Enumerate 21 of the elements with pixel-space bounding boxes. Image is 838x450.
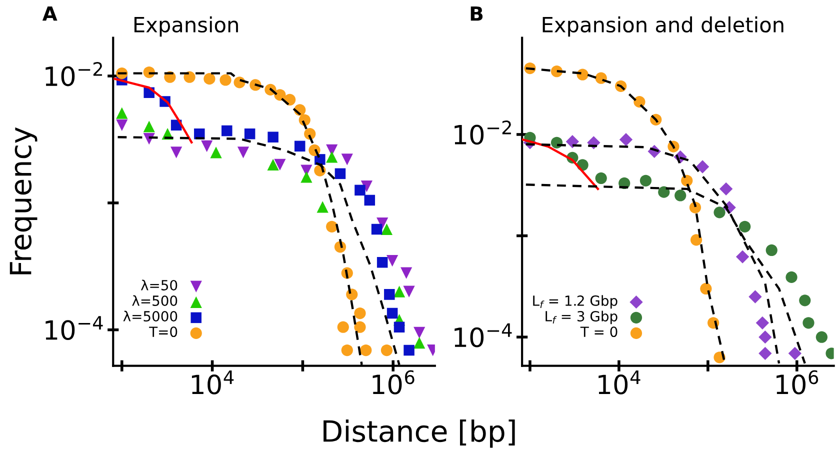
text: B [470, 6, 483, 21]
y-axis-title: Frequency [10, 127, 38, 274]
y-tick-label: 10$^{−4}$ [46, 316, 103, 340]
chart-title: Expansion and deletion [542, 16, 784, 37]
legend-label: L$_{f}$ = 3 Gbp [546, 310, 618, 324]
x-tick-label: 10$^{6}$ [372, 370, 414, 394]
y-tick-label: 10$^{−2}$ [454, 120, 511, 145]
x-tick-label: 10$^{4}$ [192, 370, 234, 394]
y-tick-label: 10$^{−4}$ [454, 323, 512, 348]
legend-label: T = 0 [580, 326, 618, 338]
legend-label: λ=500 [132, 295, 178, 306]
legend-label: T=0 [149, 326, 178, 338]
chart-title: Expansion [134, 16, 238, 37]
legend-label: L$_{f}$ = 1.2 Gbp [533, 295, 618, 309]
y-tick-label: 10$^{−2}$ [46, 62, 102, 86]
x-axis-title: Distance [bp] [324, 420, 515, 448]
text: A [42, 6, 58, 21]
x-tick-label: 10$^{6}$ [776, 370, 818, 394]
x-tick-label: 10$^{4}$ [598, 370, 640, 394]
legend-label: λ=50 [140, 280, 178, 290]
legend-label: λ=5000 [123, 310, 178, 322]
